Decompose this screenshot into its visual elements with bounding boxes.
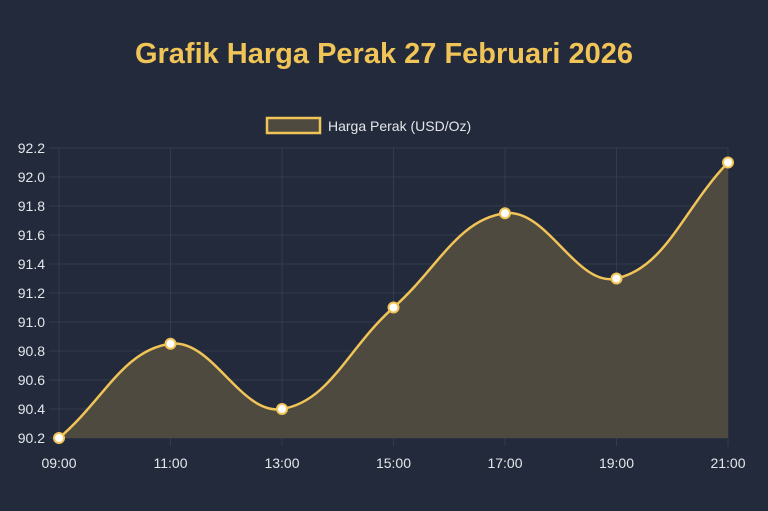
x-tick-label: 09:00: [41, 455, 76, 471]
y-tick-label: 92.0: [18, 169, 45, 185]
x-tick-label: 13:00: [264, 455, 299, 471]
legend-label: Harga Perak (USD/Oz): [328, 118, 471, 134]
chart-title: Grafik Harga Perak 27 Februari 2026: [134, 38, 634, 70]
y-tick-label: 91.8: [18, 198, 45, 214]
data-point: [387, 301, 400, 314]
y-tick-label: 90.6: [18, 372, 45, 388]
y-tick-label: 91.6: [18, 227, 45, 243]
y-tick-label: 91.0: [18, 314, 45, 330]
series-area-fill: [59, 162, 728, 438]
data-point: [276, 403, 288, 415]
y-tick-label: 90.4: [18, 401, 45, 417]
x-tick-label: 11:00: [154, 455, 188, 471]
data-point: [722, 156, 734, 169]
data-point: [610, 272, 623, 285]
x-tick-label: 19:00: [599, 455, 634, 471]
y-tick-label: 91.2: [18, 285, 45, 301]
y-tick-label: 90.2: [18, 430, 45, 446]
x-tick-label: 17:00: [487, 455, 522, 471]
data-point: [53, 432, 65, 444]
y-tick-label: 91.4: [18, 256, 45, 272]
legend-swatch: [265, 116, 322, 135]
x-tick-label: 21:00: [710, 455, 745, 471]
y-tick-label: 92.2: [18, 140, 45, 156]
y-tick-label: 90.8: [18, 343, 45, 359]
data-point: [164, 337, 177, 350]
x-tick-label: 15:00: [376, 455, 411, 471]
data-point: [499, 207, 511, 220]
